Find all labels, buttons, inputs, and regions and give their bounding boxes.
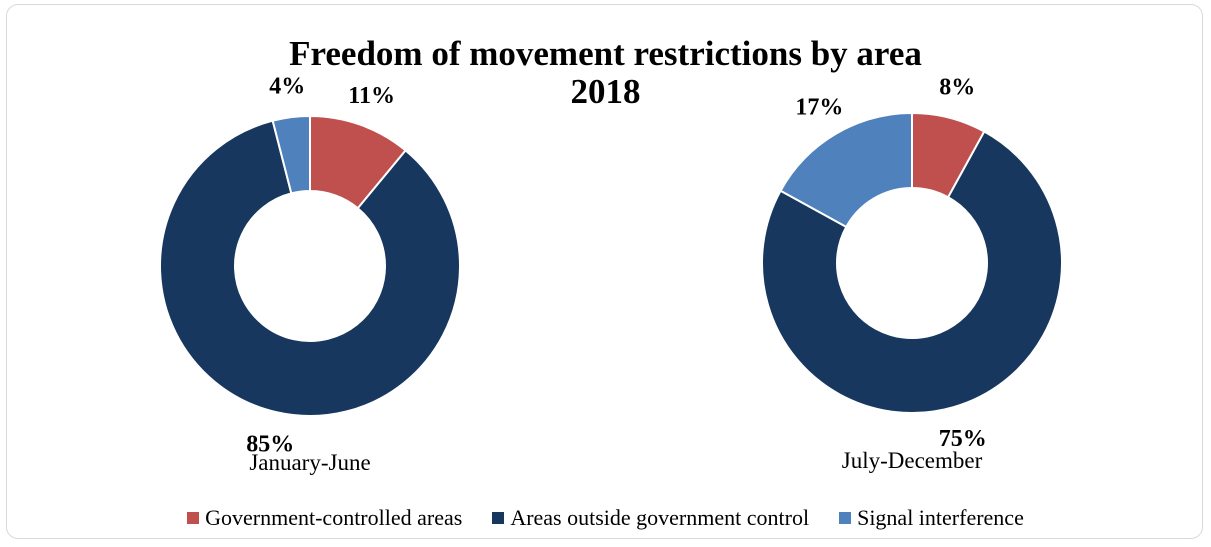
- legend-label-outside: Areas outside government control: [510, 505, 810, 530]
- legend-swatch-signal: [839, 512, 852, 524]
- legend: Government-controlled areas Areas outsid…: [0, 505, 1211, 531]
- slice-0-outside: [159, 119, 462, 417]
- legend-label-signal: Signal interference: [857, 505, 1024, 530]
- value-label-1-signal: 17%: [795, 94, 843, 120]
- slice-1-signal: [779, 111, 913, 229]
- legend-item-government: Government-controlled areas: [187, 505, 462, 531]
- chart-title-line2: 2018: [570, 72, 641, 111]
- value-label-1-government: 8%: [939, 75, 975, 101]
- legend-swatch-government: [187, 512, 200, 524]
- legend-item-signal: Signal interference: [839, 505, 1024, 531]
- legend-item-outside: Areas outside government control: [492, 505, 809, 531]
- value-label-1-outside: 75%: [939, 426, 987, 452]
- chart-title-line1: Freedom of movement restrictions by area: [289, 34, 922, 73]
- chart-label-0: January-June: [249, 450, 370, 475]
- value-label-0-outside: 85%: [246, 432, 294, 458]
- legend-label-government: Government-controlled areas: [205, 505, 463, 530]
- legend-swatch-outside: [492, 512, 505, 524]
- value-label-0-signal: 4%: [269, 73, 305, 99]
- value-label-0-government: 11%: [348, 83, 395, 109]
- slice-0-signal: [271, 114, 311, 195]
- slice-1-outside: [761, 130, 1063, 414]
- chart-label-1: July-December: [842, 448, 983, 473]
